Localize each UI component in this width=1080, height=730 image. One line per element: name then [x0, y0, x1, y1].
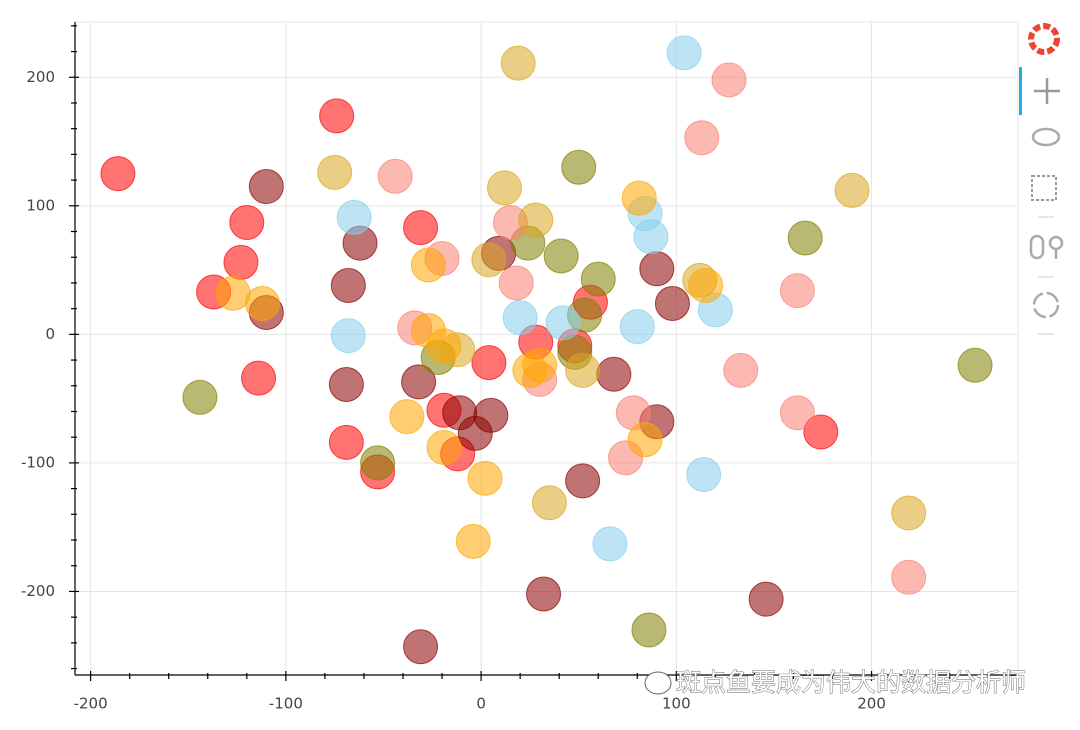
- scatter-point: [686, 456, 722, 492]
- x-tick-label: -100: [269, 695, 303, 713]
- scatter-point: [426, 328, 462, 364]
- x-tick-label: 0: [476, 695, 486, 713]
- scatter-point: [471, 345, 507, 381]
- scatter-point: [223, 244, 259, 280]
- scatter-point: [891, 495, 927, 531]
- scatter-point: [619, 309, 655, 345]
- scatter-point: [621, 180, 657, 216]
- scatter-point: [779, 395, 815, 431]
- scatter-point: [487, 170, 523, 206]
- scatter-point: [498, 265, 534, 301]
- scatter-point: [401, 364, 437, 400]
- scatter-point: [711, 62, 747, 98]
- scatter-point: [627, 422, 663, 458]
- scatter-point: [467, 460, 503, 496]
- reset-tool[interactable]: [1032, 291, 1060, 319]
- scatter-point: [688, 268, 724, 304]
- watermark-text: 斑点鱼要成为伟大的数据分析师: [676, 668, 1026, 697]
- scatter-point: [229, 205, 265, 241]
- scatter-point: [787, 220, 823, 256]
- y-tick-label: -200: [21, 582, 55, 600]
- scatter-point: [666, 35, 702, 71]
- scatter-point: [244, 286, 280, 322]
- scatter-point: [426, 429, 462, 465]
- logo: [1028, 23, 1060, 55]
- x-tick-label: 200: [857, 695, 886, 713]
- scatter-point: [377, 158, 413, 194]
- scatter-point: [522, 347, 558, 383]
- y-tick-label: 100: [26, 196, 55, 214]
- scatter-point: [328, 424, 364, 460]
- scatter-point: [330, 318, 366, 354]
- pan-tool[interactable]: [1034, 78, 1060, 104]
- scatter-point: [526, 576, 562, 612]
- active-tool-indicator: [1019, 67, 1022, 115]
- scatter-point: [779, 273, 815, 309]
- scatter-point: [317, 154, 353, 190]
- scatter-point: [545, 305, 581, 341]
- y-tick-label: 200: [26, 68, 55, 86]
- scatter-point: [957, 347, 993, 383]
- toolbar: [1019, 23, 1064, 335]
- y-tick-label: -100: [21, 453, 55, 471]
- scatter-point: [457, 415, 493, 451]
- scatter-point: [723, 352, 759, 388]
- scatter-point: [389, 399, 425, 435]
- lasso-tool[interactable]: [1031, 127, 1061, 147]
- scatter-point: [633, 219, 669, 255]
- scatter-point: [319, 98, 355, 134]
- x-tick-label: -200: [74, 695, 108, 713]
- scatter-point: [248, 169, 284, 205]
- scatter-point: [631, 612, 667, 648]
- scatter-point: [241, 360, 277, 396]
- scatter-point: [531, 485, 567, 521]
- scatter-point: [834, 172, 870, 208]
- box-select-tool[interactable]: [1031, 175, 1057, 201]
- y-tick-label: 0: [45, 325, 55, 343]
- watermark-icon: [644, 671, 672, 695]
- scatter-point: [565, 352, 601, 388]
- scatter-point: [518, 202, 554, 238]
- scatter-point: [455, 523, 491, 559]
- scatter-point: [748, 581, 784, 617]
- scatter-point: [580, 261, 616, 297]
- scatter-point: [891, 559, 927, 595]
- scatter-point: [592, 526, 628, 562]
- scatter-point: [654, 286, 690, 322]
- scatter-point: [330, 268, 366, 304]
- plot-area: -200 -100 0 100 200 -200 -100 0 100 200: [21, 21, 1019, 713]
- scatter-point: [471, 242, 507, 278]
- wheel-zoom-tool[interactable]: [1029, 234, 1064, 260]
- scatter-point: [543, 238, 579, 274]
- scatter-point: [403, 629, 439, 665]
- watermark: 斑点鱼要成为伟大的数据分析师: [644, 668, 1026, 697]
- scatter-point: [500, 45, 536, 81]
- scatter-point: [410, 247, 446, 283]
- scatter-point: [502, 300, 538, 336]
- scatter-point: [182, 379, 218, 415]
- scatter-point: [684, 120, 720, 156]
- scatter-point: [565, 463, 601, 499]
- scatter-point: [596, 356, 632, 392]
- scatter-point: [803, 414, 839, 450]
- scatter-point: [328, 366, 364, 402]
- scatter-point: [360, 445, 396, 481]
- scatter-point: [403, 210, 439, 246]
- scatter-point: [639, 251, 675, 287]
- scatter-point: [561, 149, 597, 185]
- scatter-point: [336, 199, 372, 235]
- scatter-point: [100, 156, 136, 192]
- x-tick-label: 100: [662, 695, 691, 713]
